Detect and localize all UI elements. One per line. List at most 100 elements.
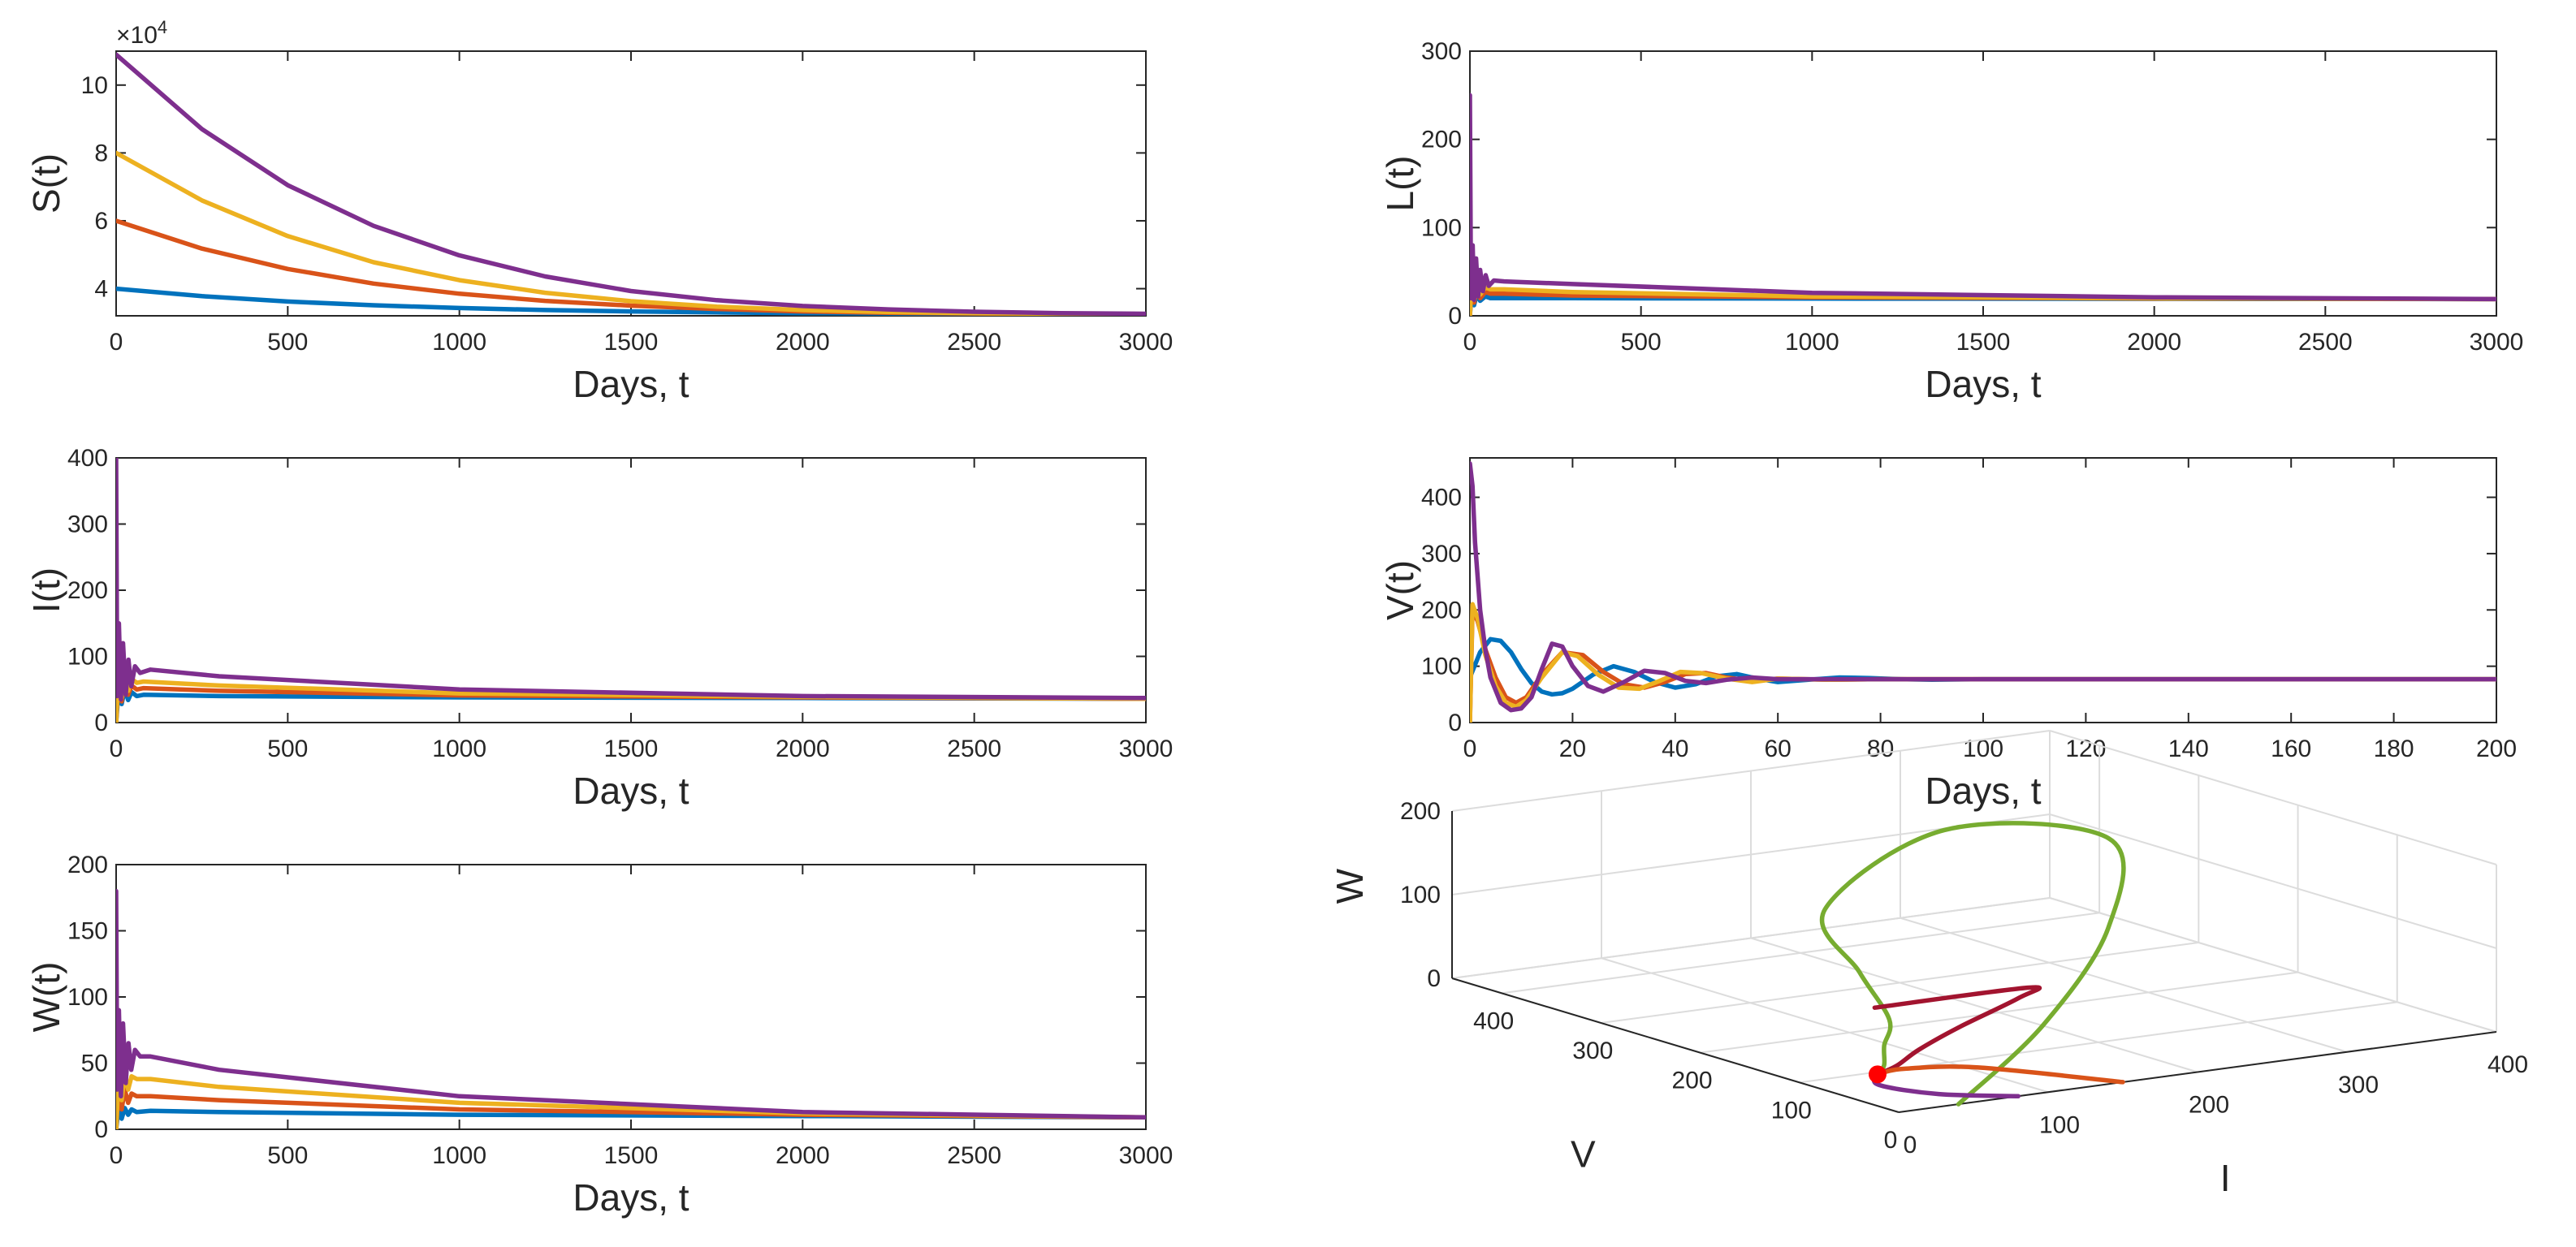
x-tick-label: 1000 — [432, 1142, 486, 1169]
y-tick-label: 300 — [1421, 38, 1462, 65]
x-tick-label: 80 — [1867, 736, 1894, 762]
grid-line — [1900, 917, 2348, 1053]
y-tick-label: 0 — [1448, 710, 1462, 736]
panel-W: 0 500 1000 1500 2000 2500 3000 0 50 100 150 200 Days… — [25, 852, 1173, 1219]
y-tick-label: 100 — [67, 984, 108, 1011]
y-tick-label: 100 — [1771, 1097, 1812, 1124]
grid-line — [2049, 730, 2497, 865]
y-tick-label: 400 — [1421, 485, 1462, 511]
trajectory-line-4 — [1872, 1072, 2021, 1098]
y-axis-label: W(t) — [25, 962, 67, 1033]
x-tick-label: 160 — [2271, 736, 2311, 762]
x-tick-label: 2000 — [776, 1142, 830, 1169]
y-axis-label: L(t) — [1379, 156, 1421, 212]
x-tick-label: 2000 — [2127, 329, 2181, 356]
trajectory-line-3 — [1875, 1064, 2125, 1085]
y-exponent-label: ×104 — [116, 17, 167, 49]
y-tick-label: 10 — [81, 72, 108, 99]
y-tick-label: 400 — [1473, 1008, 1514, 1034]
x-tick-label: 2500 — [947, 329, 1001, 356]
panel-I: 0 500 1000 1500 2000 2500 3000 0 100 200 300 400 Day… — [25, 445, 1173, 812]
x-tick-label: 100 — [2039, 1111, 2080, 1138]
y-tick-label: 50 — [81, 1051, 108, 1077]
x-tick-label: 180 — [2374, 736, 2414, 762]
x-tick-label: 200 — [2476, 736, 2517, 762]
x-tick-label: 300 — [2338, 1072, 2379, 1098]
x-tick-label: 0 — [1463, 329, 1477, 356]
x-tick-label: 140 — [2168, 736, 2209, 762]
x-tick-label: 3000 — [1119, 329, 1173, 356]
y-tick-label: 300 — [67, 511, 108, 538]
plot-area — [115, 50, 1147, 317]
z-tick-label: 200 — [1400, 798, 1441, 825]
x-tick-label: 200 — [2189, 1092, 2229, 1119]
grid-line — [1451, 730, 2051, 812]
x-tick-label: 0 — [110, 1142, 123, 1169]
grid-line — [2049, 897, 2497, 1033]
x-axis-label: Days, t — [573, 770, 689, 812]
x-tick-label: 1000 — [432, 736, 486, 762]
z-axis-label: W — [1329, 868, 1371, 904]
y-tick-label: 0 — [94, 1116, 108, 1143]
x-tick-label: 40 — [1662, 736, 1688, 762]
x-tick-label: 500 — [267, 736, 308, 762]
x-tick-label: 400 — [2487, 1051, 2528, 1078]
series-line-W-1 — [116, 1102, 1146, 1129]
y-tick-label: 100 — [67, 644, 108, 671]
y-tick-label: 400 — [67, 445, 108, 472]
plot-area — [115, 457, 1147, 723]
y-tick-label: 300 — [1572, 1038, 1613, 1064]
x-tick-label: 0 — [1904, 1132, 1917, 1159]
trajectory-line-1 — [1819, 821, 2126, 1107]
y-tick-label: 100 — [1421, 654, 1462, 680]
grid-line — [1750, 937, 2198, 1073]
y-tick-label: 0 — [94, 710, 108, 736]
z-tick-label: 0 — [1427, 965, 1441, 992]
plot-area — [115, 864, 1147, 1130]
grid-line — [1451, 897, 2051, 979]
x-tick-label: 1000 — [432, 329, 486, 356]
y-axis-label: S(t) — [25, 153, 67, 214]
y-tick-label: 200 — [67, 577, 108, 604]
series-line-V-4 — [1470, 461, 2496, 713]
grid-line — [1601, 942, 2199, 1024]
x-axis-label: Days, t — [573, 1176, 689, 1219]
series-line-S-4 — [116, 52, 1146, 316]
y-tick-label: 300 — [1421, 541, 1462, 567]
y-axis-label: V(t) — [1379, 560, 1421, 620]
x-tick-label: 60 — [1765, 736, 1792, 762]
series-line-W-4 — [116, 888, 1146, 1120]
y-tick-label: 4 — [94, 276, 108, 303]
x-tick-label: 0 — [110, 736, 123, 762]
x-axis-label: Days, t — [1925, 363, 2041, 405]
grid-line — [1601, 957, 2049, 1094]
y-tick-label: 150 — [67, 918, 108, 945]
grid-line — [2049, 813, 2497, 949]
y-axis-line — [1451, 977, 1900, 1113]
y-tick-label: 0 — [1448, 303, 1462, 330]
x-tick-label: 0 — [110, 329, 123, 356]
panel-S: 0 500 1000 1500 2000 2500 3000 4 6 8 10 ×104 Days, t… — [25, 17, 1173, 405]
x-axis-label: Days, t — [1925, 770, 2041, 812]
x-axis-label: I — [2220, 1157, 2231, 1199]
x-tick-label: 1500 — [604, 1142, 659, 1169]
x-tick-label: 2000 — [776, 329, 830, 356]
x-tick-label: 500 — [267, 329, 308, 356]
x-tick-label: 2000 — [776, 736, 830, 762]
y-tick-label: 8 — [94, 140, 108, 166]
y-tick-label: 200 — [1421, 597, 1462, 624]
series-line-W-2 — [116, 1081, 1146, 1129]
x-tick-label: 2500 — [947, 1142, 1001, 1169]
grid-line — [1501, 912, 2100, 995]
y-tick-label: 100 — [1421, 214, 1462, 241]
x-tick-label: 3000 — [1119, 736, 1173, 762]
x-tick-label: 1500 — [604, 329, 659, 356]
panel-L: 0 500 1000 1500 2000 2500 3000 0 100 200 300 Days, … — [1379, 38, 2523, 405]
z-tick-label: 100 — [1400, 882, 1441, 908]
panel-V: 0 20 40 60 80 100 120 140 160 180 2000100200300400… — [1379, 457, 2517, 812]
x-tick-label: 1500 — [1956, 329, 2011, 356]
x-axis-label: Days, t — [573, 363, 689, 405]
y-tick-label: 200 — [1421, 127, 1462, 153]
x-tick-label: 500 — [267, 1142, 308, 1169]
